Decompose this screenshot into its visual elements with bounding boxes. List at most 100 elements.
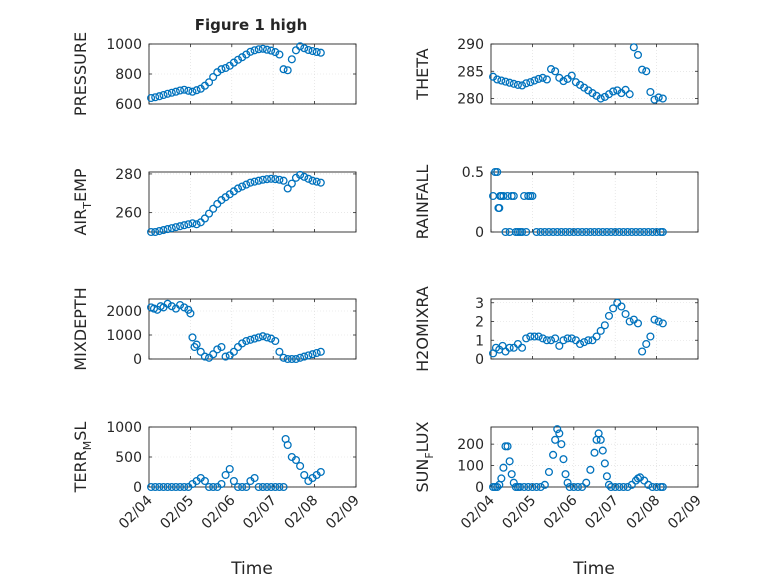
axes-box (148, 298, 357, 360)
data-point (540, 480, 549, 489)
data-point (209, 204, 218, 213)
data-point (279, 353, 288, 362)
data-point (296, 461, 305, 471)
data-point (196, 347, 205, 356)
data-point (551, 334, 560, 343)
data-point (242, 482, 251, 492)
data-point (497, 474, 506, 483)
x-axis-label-right: Time (572, 559, 615, 579)
y-tick-label: 280 (457, 92, 484, 108)
data-point (633, 50, 643, 59)
x-tick-label: 02/04 (116, 492, 156, 532)
data-point (559, 455, 568, 464)
data-point (209, 72, 218, 82)
data-point (602, 227, 611, 237)
data-point (262, 45, 272, 54)
data-point (609, 87, 618, 96)
data-point (167, 302, 176, 311)
data-point (596, 326, 605, 335)
data-point (163, 482, 172, 492)
data-point (517, 343, 527, 352)
data-point (565, 482, 574, 492)
y-tick-label: 800 (115, 67, 142, 83)
data-point (555, 429, 564, 438)
data-point (308, 176, 317, 185)
data-point (584, 336, 593, 345)
data-point (544, 227, 554, 237)
data-point (544, 467, 554, 477)
data-point (646, 87, 655, 97)
y-axis-label: THETA (413, 48, 432, 100)
data-point (312, 47, 321, 56)
y-tick-label: 0.5 (462, 165, 484, 181)
axes-box (490, 426, 699, 488)
panel-mixdepth: 0 1000 2000 MIXDEPTH (71, 287, 357, 371)
data-point (617, 302, 626, 311)
data-point (176, 222, 185, 231)
data-point (513, 80, 522, 89)
data-point (250, 46, 259, 55)
data-point (163, 299, 172, 308)
data-point (184, 86, 193, 95)
data-point (304, 174, 313, 183)
data-point (557, 440, 566, 449)
x-tick-label: 02/08 (282, 493, 322, 533)
data-point (151, 482, 160, 492)
y-tick-label: 280 (115, 167, 142, 183)
data-point (308, 350, 317, 359)
data-point (246, 178, 255, 187)
data-point (147, 482, 156, 492)
data-point (644, 480, 653, 489)
data-point (495, 203, 504, 213)
data-point (200, 352, 209, 361)
data-point (501, 77, 510, 86)
data-point (254, 176, 263, 185)
y-tick-label: 2 (475, 315, 484, 331)
data-point (291, 354, 301, 364)
data-point (304, 351, 313, 360)
y-axis-label: SUNFLUX (413, 421, 436, 492)
x-tick-label: 02/09 (323, 493, 363, 533)
data-point (275, 482, 284, 492)
panel-sun-flux: 0 100 200 02/04 02/05 02/06 02/07 02/08 02/09 SUN… (413, 421, 705, 532)
data-point (633, 319, 643, 328)
data-point (225, 464, 234, 474)
data-point (312, 177, 321, 186)
y-tick-label: 0 (133, 352, 142, 368)
data-point (609, 304, 618, 313)
y-tick-label: 1000 (106, 37, 142, 53)
data-point (644, 227, 653, 237)
data-point (594, 429, 603, 438)
x-tick-label: 02/09 (665, 493, 705, 533)
data-point (515, 482, 525, 492)
data-point (267, 46, 276, 55)
data-point (155, 92, 164, 101)
data-point (283, 184, 292, 193)
data-point (615, 227, 624, 237)
data-point (509, 79, 518, 88)
data-point (229, 347, 238, 356)
data-point (258, 175, 267, 184)
data-point (582, 227, 591, 237)
y-axis-label: PRESSURE (71, 32, 90, 116)
y-tick-label: 2000 (106, 304, 142, 320)
data-point (267, 174, 276, 183)
y-axis-label: H2OMIXRA (413, 286, 432, 372)
data-point (300, 172, 309, 181)
data-point (546, 336, 556, 345)
data-point (604, 311, 614, 320)
data-point (296, 42, 305, 51)
data-point (555, 341, 564, 350)
data-point (271, 336, 280, 346)
data-point (598, 446, 607, 455)
data-point (559, 336, 568, 345)
y-axis-label: TERRMSL (71, 422, 94, 494)
y-tick-label: 0 (475, 480, 484, 496)
data-point (638, 65, 647, 74)
data-point (275, 347, 284, 356)
data-point (171, 223, 180, 232)
data-point (650, 95, 659, 104)
data-point (147, 93, 156, 103)
data-point (611, 227, 620, 237)
data-point (578, 227, 587, 237)
